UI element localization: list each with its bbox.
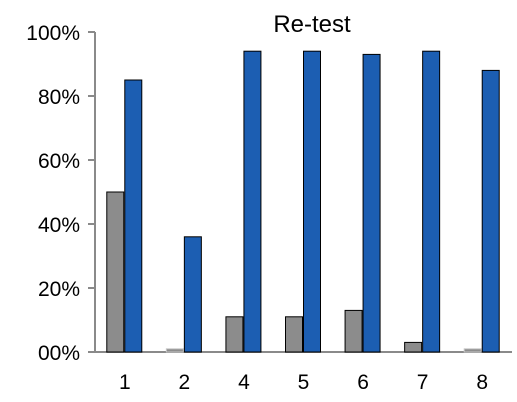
bar-series-1-cat-1 [106,191,125,353]
bar-series-2-cat-2 [183,236,202,353]
x-tick-label: 6 [357,371,369,394]
y-tick-label: 60% [38,150,80,173]
bar-series-1-cat-7 [404,341,423,353]
y-tick-label: 20% [38,278,80,301]
bar-series-1-cat-5 [285,316,303,353]
y-tick-label: 00% [38,342,80,365]
x-tick-label: 5 [298,371,310,394]
bar-series-1-cat-6 [344,309,363,353]
bar-series-2-cat-6 [362,53,381,353]
bar-series-1-cat-8 [463,348,482,353]
bar-series-2-cat-7 [422,50,441,353]
bar-series-2-cat-5 [303,50,321,353]
x-tick-label: 8 [476,371,488,394]
y-tick-label: 80% [38,86,80,109]
x-tick-label: 1 [119,371,131,394]
x-tick-label: 2 [179,371,191,394]
y-tick-label: 100% [26,22,80,45]
y-tick-label: 40% [38,214,80,237]
bar-series-1-cat-2 [165,348,184,353]
x-axis-labels: 1 2 4 5 6 7 8 [119,371,488,394]
bar-series-2-cat-1 [124,79,143,353]
bar-series-1-cat-4 [225,316,244,353]
bar-series-2-cat-4 [243,50,262,353]
x-tick-label: 4 [238,371,250,394]
bar-series-2-cat-8 [481,69,500,353]
chart-title: Re-test [273,11,351,38]
bars-group [106,50,500,353]
y-axis-ticks: 00% 20% 40% 60% 80% 100% [26,22,95,365]
x-tick-label: 7 [417,371,429,394]
